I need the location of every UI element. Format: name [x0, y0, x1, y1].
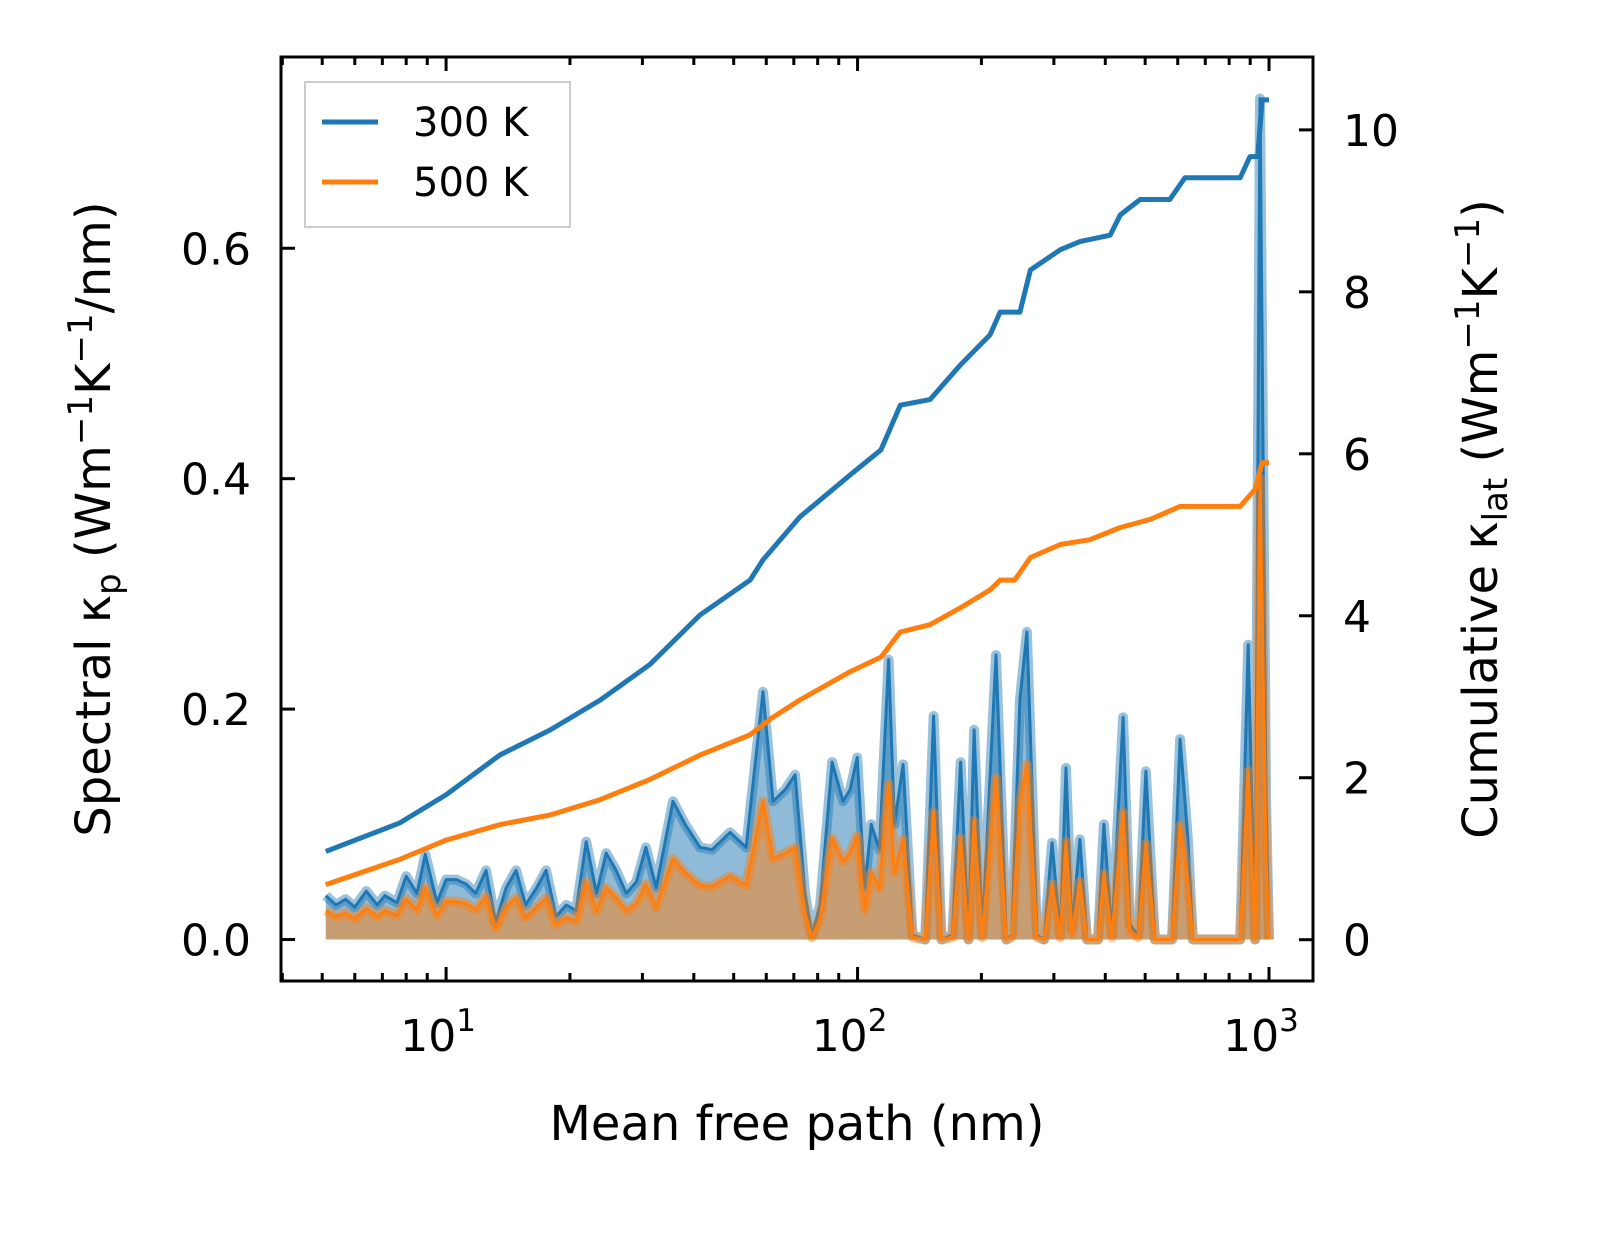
- x-tick-label: 102: [812, 1003, 888, 1062]
- plot-frame: [279, 55, 1315, 983]
- y-left-tick-label: 0.0: [181, 916, 251, 967]
- legend-box: [304, 81, 571, 228]
- legend: 300 K 500 K: [304, 81, 571, 228]
- y-right-tick-label: 8: [1343, 268, 1371, 319]
- y-left-tick-label: 0.4: [181, 455, 251, 506]
- y-right-tick-label: 6: [1343, 430, 1371, 481]
- x-tick-base: 10: [400, 1011, 456, 1062]
- y-axis-right-label: Cumulative κlat (Wm−1K−1): [1448, 199, 1516, 839]
- y-right-tick-label: 10: [1343, 106, 1399, 157]
- y-right-tick-label: 0: [1343, 916, 1371, 967]
- legend-label-300k: 300 K: [413, 100, 530, 146]
- y-left-tick-label: 0.2: [181, 685, 251, 736]
- x-tick-exponent: 2: [868, 1003, 888, 1039]
- y-left-tick-label: 0.6: [181, 224, 251, 275]
- x-tick-label: 101: [400, 1003, 476, 1062]
- y-axis-left-label: Spectral κp (Wm−1K−1/nm): [61, 201, 129, 836]
- data-layer: [322, 93, 1274, 945]
- y-right-tick-label: 2: [1343, 754, 1371, 805]
- x-tick-exponent: 3: [1279, 1003, 1299, 1039]
- cumulative-line-300k: [324, 97, 1269, 854]
- x-tick-exponent: 1: [456, 1003, 476, 1039]
- x-tick-base: 10: [1223, 1011, 1279, 1062]
- y-right-tick-label: 4: [1343, 592, 1371, 643]
- x-tick-base: 10: [812, 1011, 868, 1062]
- cumulative-line-500k: [324, 460, 1269, 887]
- legend-label-500k: 500 K: [413, 160, 530, 206]
- x-axis-label: Mean free path (nm): [550, 1096, 1045, 1152]
- x-tick-label: 103: [1223, 1003, 1299, 1062]
